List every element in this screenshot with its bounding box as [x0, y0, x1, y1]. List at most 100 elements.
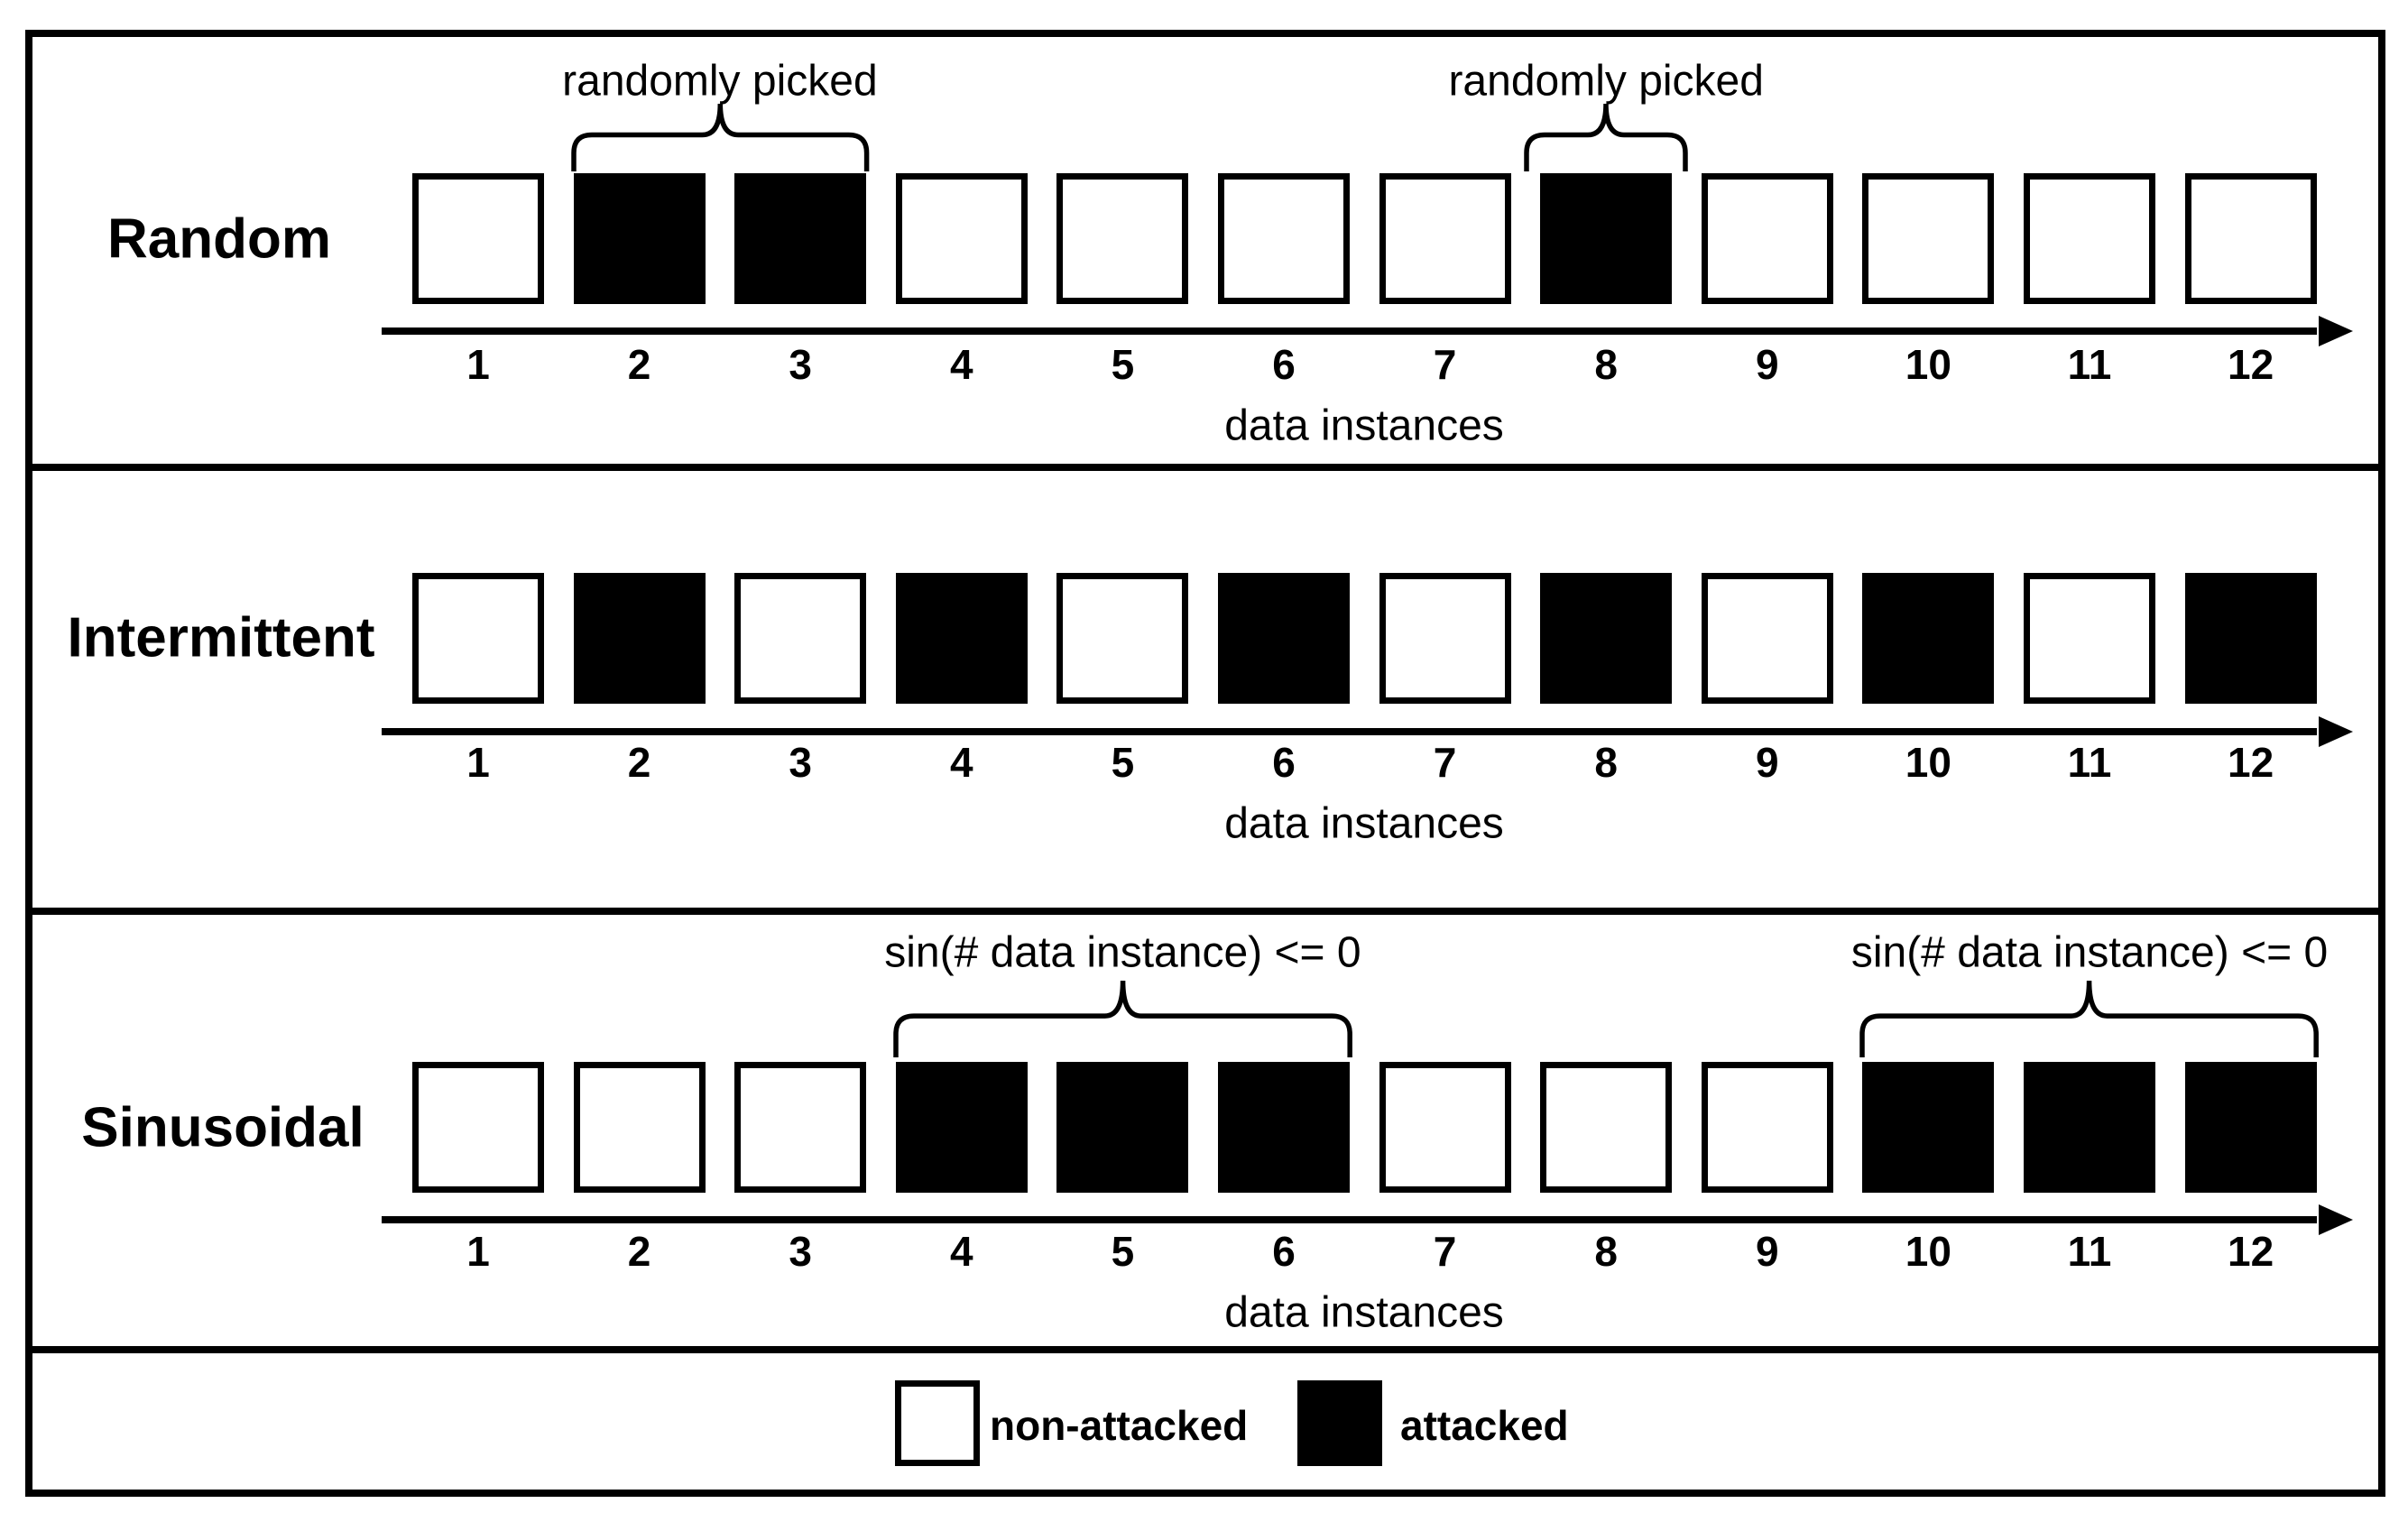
square-sinusoidal-1-non-attacked — [412, 1062, 544, 1193]
square-random-7-non-attacked — [1379, 173, 1511, 304]
square-sinusoidal-7-non-attacked — [1379, 1062, 1511, 1193]
intermittent-tick-2: 2 — [627, 739, 651, 786]
row-label-intermittent: Intermittent — [67, 606, 375, 669]
square-intermittent-7-non-attacked — [1379, 573, 1511, 704]
intermittent-axis-label: data instances — [1224, 799, 1504, 848]
random-tick-8: 8 — [1594, 341, 1618, 388]
square-random-2-attacked — [573, 173, 706, 304]
figure-border — [25, 30, 2385, 1497]
sinusoidal-tick-5: 5 — [1111, 1228, 1135, 1275]
panel-divider — [25, 1346, 2385, 1353]
square-intermittent-6-attacked — [1218, 573, 1350, 704]
row-label-sinusoidal: Sinusoidal — [81, 1096, 364, 1159]
random-tick-5: 5 — [1111, 341, 1135, 388]
square-sinusoidal-4-attacked — [895, 1062, 1028, 1193]
square-sinusoidal-5-attacked — [1056, 1062, 1189, 1193]
square-sinusoidal-8-non-attacked — [1540, 1062, 1673, 1193]
intermittent-tick-3: 3 — [789, 739, 812, 786]
intermittent-tick-9: 9 — [1756, 739, 1779, 786]
intermittent-tick-5: 5 — [1111, 739, 1135, 786]
sinusoidal-tick-2: 2 — [627, 1228, 651, 1275]
intermittent-axis-arrowhead-icon — [2319, 716, 2353, 747]
square-random-10-non-attacked — [1862, 173, 1995, 304]
legend-label-attacked: attacked — [1400, 1402, 1569, 1449]
intermittent-tick-6: 6 — [1272, 739, 1296, 786]
legend-swatch-attacked — [1297, 1380, 1382, 1466]
intermittent-tick-4: 4 — [950, 739, 973, 786]
legend-swatch-non-attacked — [895, 1380, 980, 1466]
square-sinusoidal-11-attacked — [2024, 1062, 2155, 1193]
square-random-9-non-attacked — [1701, 173, 1833, 304]
random-tick-10: 10 — [1905, 341, 1951, 388]
square-random-3-attacked — [734, 173, 867, 304]
sinusoidal-tick-8: 8 — [1594, 1228, 1618, 1275]
random-tick-3: 3 — [789, 341, 812, 388]
sinusoidal-tick-3: 3 — [789, 1228, 812, 1275]
square-intermittent-8-attacked — [1540, 573, 1673, 704]
square-intermittent-9-non-attacked — [1701, 573, 1833, 704]
sinusoidal-tick-1: 1 — [466, 1228, 490, 1275]
intermittent-tick-8: 8 — [1594, 739, 1618, 786]
square-random-1-non-attacked — [412, 173, 544, 304]
square-random-6-non-attacked — [1218, 173, 1350, 304]
random-axis-arrowhead-icon — [2319, 316, 2353, 346]
random-annotation-label-2: randomly picked — [1448, 57, 1764, 106]
intermittent-tick-11: 11 — [2067, 739, 2112, 786]
square-intermittent-11-non-attacked — [2024, 573, 2155, 704]
random-annotation-brace-1 — [570, 101, 871, 174]
intermittent-tick-10: 10 — [1905, 739, 1951, 786]
square-sinusoidal-12-attacked — [2184, 1062, 2317, 1193]
square-random-4-non-attacked — [895, 173, 1028, 304]
random-tick-9: 9 — [1756, 341, 1779, 388]
sinusoidal-tick-12: 12 — [2228, 1228, 2274, 1275]
random-tick-7: 7 — [1433, 341, 1457, 388]
sinusoidal-axis-line — [382, 1216, 2317, 1223]
square-random-8-attacked — [1540, 173, 1673, 304]
random-tick-2: 2 — [627, 341, 651, 388]
square-sinusoidal-6-attacked — [1218, 1062, 1350, 1193]
random-tick-12: 12 — [2228, 341, 2274, 388]
square-random-11-non-attacked — [2024, 173, 2155, 304]
square-sinusoidal-10-attacked — [1862, 1062, 1995, 1193]
square-intermittent-10-attacked — [1862, 573, 1995, 704]
square-intermittent-1-non-attacked — [412, 573, 544, 704]
sinusoidal-axis-label: data instances — [1224, 1288, 1504, 1337]
square-sinusoidal-9-non-attacked — [1701, 1062, 1833, 1193]
sinusoidal-tick-9: 9 — [1756, 1228, 1779, 1275]
row-label-random: Random — [107, 208, 331, 271]
square-random-5-non-attacked — [1056, 173, 1189, 304]
intermittent-axis-line — [382, 728, 2317, 735]
square-sinusoidal-3-non-attacked — [734, 1062, 867, 1193]
square-intermittent-3-non-attacked — [734, 573, 867, 704]
square-sinusoidal-2-non-attacked — [573, 1062, 706, 1193]
sinusoidal-tick-7: 7 — [1433, 1228, 1457, 1275]
sinusoidal-tick-11: 11 — [2067, 1228, 2112, 1275]
random-tick-1: 1 — [466, 341, 490, 388]
square-intermittent-4-attacked — [895, 573, 1028, 704]
square-random-12-non-attacked — [2184, 173, 2317, 304]
random-annotation-brace-2 — [1523, 101, 1689, 174]
sinusoidal-annotation-brace-1 — [892, 978, 1353, 1060]
random-tick-6: 6 — [1272, 341, 1296, 388]
sinusoidal-tick-6: 6 — [1272, 1228, 1296, 1275]
random-axis-label: data instances — [1224, 401, 1504, 450]
sinusoidal-annotation-label-1: sin(# data instance) <= 0 — [884, 928, 1361, 977]
sinusoidal-tick-10: 10 — [1905, 1228, 1951, 1275]
sinusoidal-annotation-brace-2 — [1859, 978, 2320, 1060]
panel-divider — [25, 908, 2385, 915]
square-intermittent-5-non-attacked — [1056, 573, 1189, 704]
square-intermittent-12-attacked — [2184, 573, 2317, 704]
random-tick-11: 11 — [2067, 341, 2112, 388]
random-annotation-label-1: randomly picked — [562, 57, 878, 106]
square-intermittent-2-attacked — [573, 573, 706, 704]
intermittent-tick-7: 7 — [1433, 739, 1457, 786]
random-axis-line — [382, 327, 2317, 335]
legend-label-non-attacked: non-attacked — [990, 1402, 1249, 1449]
sinusoidal-tick-4: 4 — [950, 1228, 973, 1275]
random-tick-4: 4 — [950, 341, 973, 388]
panel-divider — [25, 464, 2385, 471]
intermittent-tick-12: 12 — [2228, 739, 2274, 786]
sinusoidal-annotation-label-2: sin(# data instance) <= 0 — [1850, 928, 2329, 977]
intermittent-tick-1: 1 — [466, 739, 490, 786]
